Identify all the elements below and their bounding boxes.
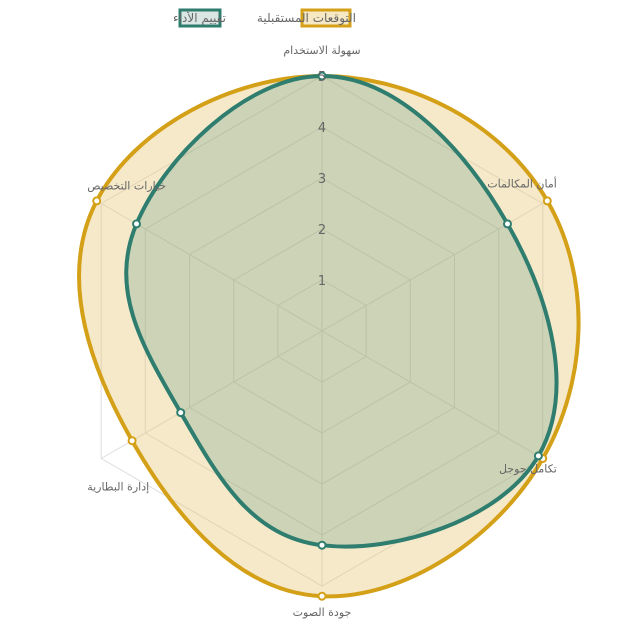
point-performance-1[interactable] [317, 71, 327, 81]
series-forecast [77, 71, 581, 601]
axis-label-6: خيارات التخصيص [87, 180, 166, 193]
tick-label-4: 4 [318, 121, 326, 136]
tick-label-3: 3 [318, 172, 326, 187]
axis-label-4: جودة الصوت [293, 606, 352, 619]
legend-label-forecast: التوقعات المستقبلية [257, 11, 356, 26]
point-performance-3[interactable] [533, 451, 543, 461]
radial-ticks: 1 2 3 4 5 [318, 70, 326, 289]
legend: تقييم الأداء التوقعات المستقبلية [173, 8, 356, 28]
legend-label-performance: تقييم الأداء [173, 10, 226, 25]
point-performance-5[interactable] [176, 408, 186, 418]
axis-label-5: إدارة البطارية [87, 481, 149, 494]
legend-swatch-performance [178, 8, 222, 28]
tick-label-2: 2 [318, 223, 326, 238]
point-performance-6[interactable] [132, 219, 141, 229]
tick-label-1: 1 [318, 274, 326, 289]
axis-labels: سهولة الاستخدام أمان المكالمات تكامل جوجل ج… [87, 44, 557, 619]
series-layer [77, 71, 581, 601]
legend-swatch-forecast [300, 8, 352, 28]
grid-spoke-5 [100, 330, 323, 459]
grid-spoke-3 [321, 330, 544, 459]
point-performance-2[interactable] [503, 219, 512, 229]
legend-item-forecast[interactable]: التوقعات المستقبلية [257, 8, 356, 28]
legend-item-performance[interactable]: تقييم الأداء [173, 8, 226, 28]
axis-label-1: سهولة الاستخدام [283, 44, 360, 57]
series-performance [124, 71, 559, 550]
axis-label-3: تكامل جوجل [499, 463, 557, 476]
tick-label-5: 5 [318, 70, 326, 85]
point-forecast-4[interactable] [317, 591, 327, 601]
point-performance-4[interactable] [317, 540, 327, 550]
point-forecast-2[interactable] [542, 196, 552, 206]
axis-label-2: أمان المكالمات [487, 177, 557, 191]
point-forecast-6[interactable] [92, 196, 102, 206]
point-forecast-5[interactable] [127, 436, 137, 446]
